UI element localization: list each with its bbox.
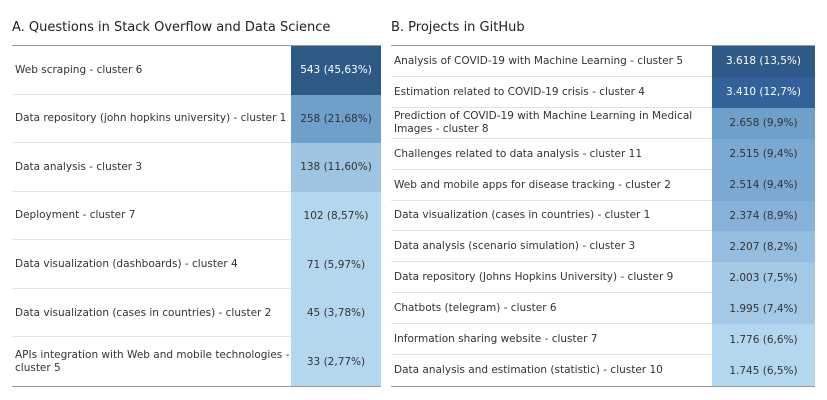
table-bottom-rule <box>391 386 815 387</box>
row-label: Analysis of COVID-19 with Machine Learni… <box>394 54 684 67</box>
row-label: Data visualization (cases in countries) … <box>15 306 272 319</box>
row-divider <box>12 93 291 95</box>
row-label: Deployment - cluster 7 <box>15 209 136 222</box>
row-label: Data repository (john hopkins university… <box>15 112 287 125</box>
value-cell: 2.658 (9,9%) <box>712 107 815 139</box>
row-label: Web scraping - cluster 6 <box>15 63 143 76</box>
value-cell: 33 (2,77%) <box>291 337 381 386</box>
value-cell: 3.618 (13,5%) <box>712 46 815 77</box>
value-cell: 71 (5,97%) <box>291 240 381 289</box>
table-top-rule <box>391 45 815 46</box>
table-row: Chatbots (telegram) - cluster 6 1.995 (7,… <box>391 293 815 325</box>
value-cell: 138 (11,60%) <box>291 143 381 192</box>
table-row: Web and mobile apps for disease tracking… <box>391 169 815 201</box>
row-label: Prediction of COVID-19 with Machine Lear… <box>394 110 693 136</box>
row-label: Information sharing website - cluster 7 <box>394 333 598 346</box>
value-cell: 2.515 (9,4%) <box>712 138 815 170</box>
row-divider <box>391 199 712 201</box>
row-divider <box>12 287 291 289</box>
table-row: Web scraping - cluster 6 543 (45,63%) <box>12 46 381 95</box>
row-divider <box>391 137 712 139</box>
table-row: Information sharing website - cluster 7 1… <box>391 324 815 356</box>
panel-stack-overflow: A. Questions in Stack Overflow and Data … <box>12 20 381 390</box>
value-cell: 1.745 (6,5%) <box>712 355 815 386</box>
row-divider <box>391 75 712 77</box>
table-row: Data repository (Johns Hopkins Universit… <box>391 262 815 294</box>
questions-table: Web scraping - cluster 6 543 (45,63%) Data… <box>12 45 381 387</box>
table-row: Data analysis (scenario simulation) - cl… <box>391 231 815 263</box>
table-row: APIs integration with Web and mobile tec… <box>12 337 381 386</box>
row-divider <box>391 292 712 294</box>
value-cell: 258 (21,68%) <box>291 94 381 144</box>
row-label: Data analysis (scenario simulation) - cl… <box>394 240 636 253</box>
row-label: APIs integration with Web and mobile tec… <box>15 348 290 374</box>
table-row: Prediction of COVID-19 with Machine Lear… <box>391 107 815 139</box>
row-divider <box>391 354 712 356</box>
row-divider <box>391 168 712 170</box>
table-row: Deployment - cluster 7 102 (8,57%) <box>12 191 381 241</box>
row-label: Data analysis - cluster 3 <box>15 160 143 173</box>
value-cell: 3.410 (12,7%) <box>712 76 815 108</box>
value-cell: 102 (8,57%) <box>291 191 381 241</box>
row-label: Estimation related to COVID-19 crisis - … <box>394 85 645 98</box>
row-divider <box>391 230 712 232</box>
panel-title: A. Questions in Stack Overflow and Data … <box>12 20 331 35</box>
row-divider <box>12 239 291 241</box>
row-label: Data visualization (dashboards) - cluste… <box>15 258 238 270</box>
value-cell: 2.003 (7,5%) <box>712 262 815 294</box>
row-label: Challenges related to data analysis - cl… <box>394 147 643 160</box>
row-divider <box>12 336 291 338</box>
value-cell: 45 (3,78%) <box>291 288 381 338</box>
table-row: Data visualization (cases in countries) … <box>12 288 381 338</box>
value-cell: 1.995 (7,4%) <box>712 293 815 325</box>
row-divider <box>12 190 291 192</box>
panel-title: B. Projects in GitHub <box>391 20 525 35</box>
panel-github: B. Projects in GitHub Analysis of COVID-… <box>391 20 815 390</box>
value-cell: 2.374 (8,9%) <box>712 200 815 232</box>
row-divider <box>391 261 712 263</box>
table-row: Estimation related to COVID-19 crisis - … <box>391 76 815 108</box>
projects-table: Analysis of COVID-19 with Machine Learni… <box>391 45 815 387</box>
table-row: Data visualization (dashboards) - cluste… <box>12 240 381 289</box>
table-row: Data analysis - cluster 3 138 (11,60%) <box>12 143 381 192</box>
row-label: Chatbots (telegram) - cluster 6 <box>394 302 557 315</box>
value-cell: 543 (45,63%) <box>291 46 381 95</box>
table-top-rule <box>12 45 381 46</box>
table-row: Data analysis and estimation (statistic)… <box>391 355 815 386</box>
row-divider <box>391 106 712 108</box>
table-bottom-rule <box>12 386 381 387</box>
row-label: Data analysis and estimation (statistic)… <box>394 363 663 376</box>
row-divider <box>12 142 291 144</box>
row-label: Data visualization (cases in countries) … <box>394 209 651 222</box>
table-row: Analysis of COVID-19 with Machine Learni… <box>391 46 815 77</box>
value-cell: 2.514 (9,4%) <box>712 169 815 201</box>
row-label: Web and mobile apps for disease tracking… <box>394 178 671 191</box>
row-label: Data repository (Johns Hopkins Universit… <box>394 271 674 284</box>
table-row: Challenges related to data analysis - cl… <box>391 138 815 170</box>
value-cell: 2.207 (8,2%) <box>712 231 815 263</box>
table-row: Data repository (john hopkins university… <box>12 94 381 144</box>
table-row: Data visualization (cases in countries) … <box>391 200 815 232</box>
value-cell: 1.776 (6,6%) <box>712 324 815 356</box>
row-divider <box>391 323 712 325</box>
